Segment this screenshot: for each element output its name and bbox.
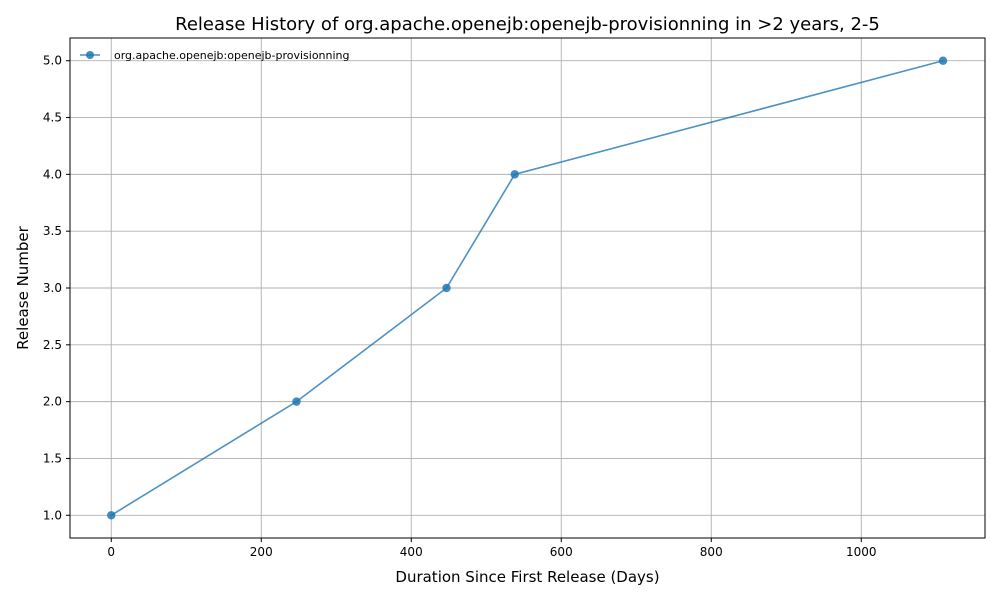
y-tick-label: 4.5 — [43, 111, 62, 125]
data-point — [292, 397, 301, 406]
y-tick-label: 2.5 — [43, 338, 62, 352]
y-tick-label: 4.0 — [43, 167, 62, 181]
legend: org.apache.openejb:openejb-provisionning — [80, 49, 350, 62]
x-axis-label: Duration Since First Release (Days) — [395, 568, 659, 586]
x-axis-ticks: 0 200 400 600 800 1000 — [107, 538, 877, 559]
x-tick-label: 600 — [550, 545, 573, 559]
x-tick-label: 0 — [107, 545, 115, 559]
chart-title: Release History of org.apache.openejb:op… — [175, 14, 880, 35]
y-tick-label: 3.5 — [43, 224, 62, 238]
x-tick-label: 1000 — [846, 545, 877, 559]
y-tick-label: 3.0 — [43, 281, 62, 295]
x-tick-label: 200 — [250, 545, 273, 559]
series-layer — [107, 56, 948, 520]
data-point — [938, 56, 948, 65]
y-axis-label: Release Number — [14, 225, 32, 349]
y-tick-label: 1.5 — [43, 451, 62, 465]
y-tick-label: 5.0 — [43, 54, 62, 68]
grid — [70, 38, 985, 538]
data-point — [442, 283, 451, 293]
data-point — [510, 170, 519, 179]
data-point — [107, 511, 116, 520]
y-tick-label: 1.0 — [43, 508, 62, 522]
y-axis-ticks: 1.0 1.5 2.0 2.5 3.0 3.5 4.0 4.5 5.0 — [43, 54, 70, 522]
legend-point-marker — [86, 51, 94, 59]
y-tick-label: 2.0 — [43, 395, 62, 409]
x-tick-label: 800 — [700, 545, 723, 559]
legend-entry-label: org.apache.openejb:openejb-provisionning — [114, 49, 350, 62]
x-tick-label: 400 — [400, 545, 423, 559]
